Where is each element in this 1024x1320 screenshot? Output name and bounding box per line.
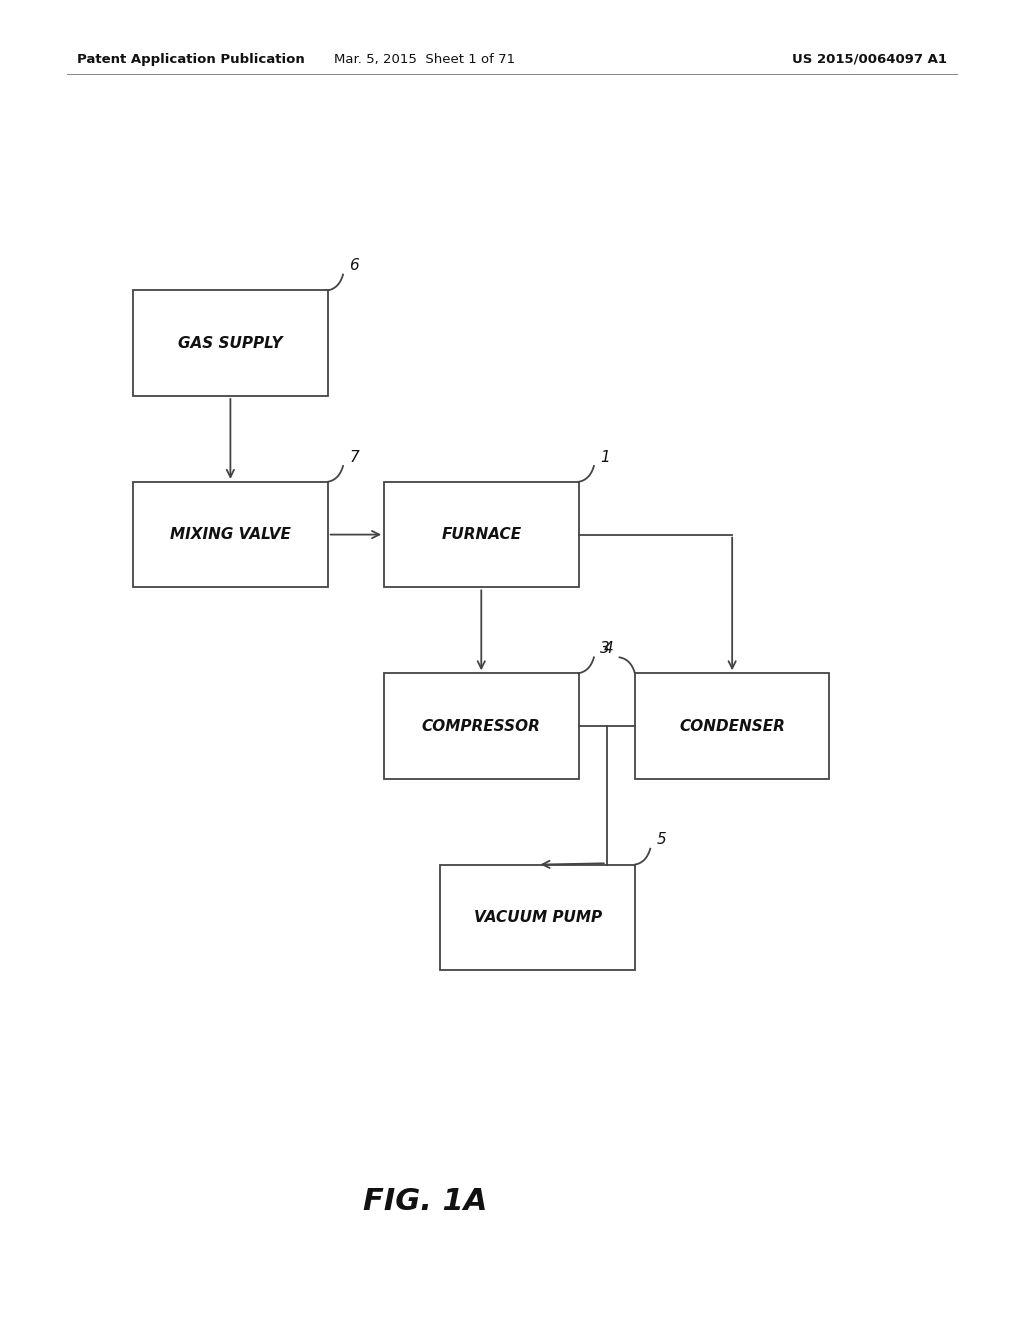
Text: 4: 4 <box>603 642 613 656</box>
Text: 5: 5 <box>656 833 667 847</box>
Text: Patent Application Publication: Patent Application Publication <box>77 53 304 66</box>
Text: CONDENSER: CONDENSER <box>679 718 785 734</box>
Text: 3: 3 <box>600 642 610 656</box>
Bar <box>440 865 635 970</box>
Text: GAS SUPPLY: GAS SUPPLY <box>178 335 283 351</box>
Text: FIG. 1A: FIG. 1A <box>362 1187 487 1216</box>
Text: COMPRESSOR: COMPRESSOR <box>422 718 541 734</box>
Bar <box>133 290 328 396</box>
Text: Mar. 5, 2015  Sheet 1 of 71: Mar. 5, 2015 Sheet 1 of 71 <box>335 53 515 66</box>
Bar <box>133 482 328 587</box>
Text: 7: 7 <box>349 450 359 465</box>
Bar <box>635 673 829 779</box>
Text: FURNACE: FURNACE <box>441 527 521 543</box>
Text: US 2015/0064097 A1: US 2015/0064097 A1 <box>793 53 947 66</box>
Text: 6: 6 <box>349 259 359 273</box>
Bar <box>384 482 579 587</box>
Bar <box>384 673 579 779</box>
Text: MIXING VALVE: MIXING VALVE <box>170 527 291 543</box>
Text: VACUUM PUMP: VACUUM PUMP <box>473 909 602 925</box>
Text: 1: 1 <box>600 450 610 465</box>
